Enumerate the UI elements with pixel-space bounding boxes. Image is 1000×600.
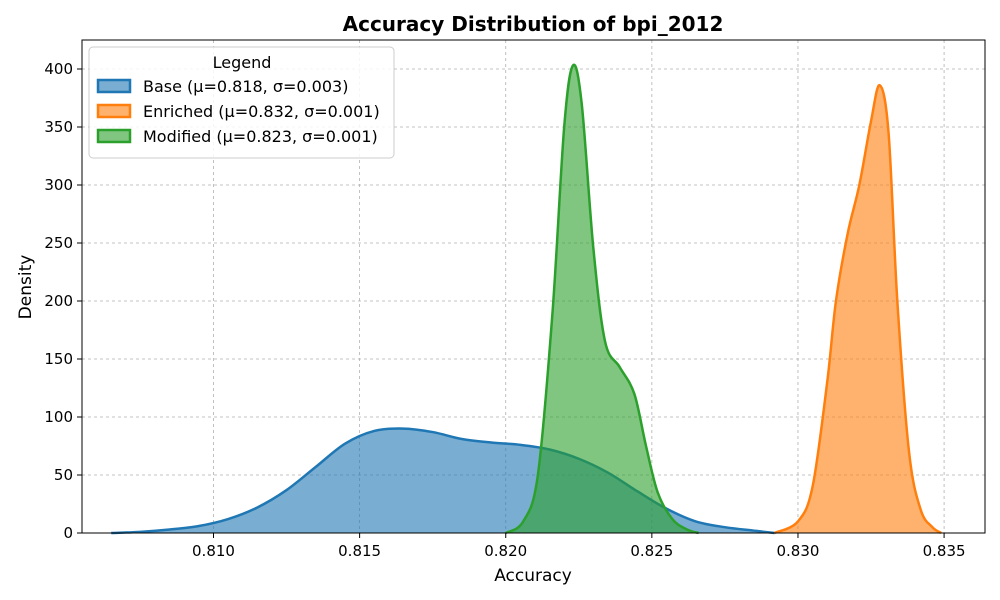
x-tick-label: 0.810	[192, 542, 235, 560]
x-axis-ticks: 0.810 0.815 0.820 0.825 0.830 0.835	[192, 533, 966, 560]
x-tick-label: 0.815	[338, 542, 381, 560]
series-2	[774, 83, 942, 535]
y-tick-label: 50	[54, 466, 73, 484]
legend: Legend Base (μ=0.818, σ=0.003) Enriched (…	[88, 46, 395, 159]
legend-label: Base (μ=0.818, σ=0.003)	[143, 77, 348, 96]
y-tick-label: 100	[44, 408, 73, 426]
legend-title: Legend	[213, 53, 272, 72]
legend-items: Base (μ=0.818, σ=0.003) Enriched (μ=0.832…	[96, 77, 380, 146]
series-area	[111, 428, 775, 533]
legend-item: Base (μ=0.818, σ=0.003)	[96, 77, 348, 96]
x-tick-label: 0.835	[923, 542, 966, 560]
series-line	[111, 427, 775, 535]
y-tick-label: 0	[63, 524, 73, 542]
series-line	[774, 83, 942, 535]
chart-title: Accuracy Distribution of bpi_2012	[343, 12, 724, 36]
x-tick-label: 0.820	[484, 542, 527, 560]
legend-label: Enriched (μ=0.832, σ=0.001)	[143, 102, 380, 121]
y-tick-label: 250	[44, 234, 73, 252]
y-axis-ticks: 0 50 100 150 200 250 300 350 400	[44, 60, 82, 542]
legend-item: Modified (μ=0.823, σ=0.001)	[96, 127, 378, 146]
series-layer	[111, 63, 942, 535]
x-tick-label: 0.830	[776, 542, 819, 560]
series-area	[774, 85, 942, 534]
y-tick-label: 350	[44, 118, 73, 136]
series-3	[505, 63, 699, 535]
y-tick-label: 400	[44, 60, 73, 78]
series-1	[111, 427, 775, 535]
legend-swatch	[96, 103, 132, 119]
series-line	[505, 63, 699, 535]
y-tick-label: 150	[44, 350, 73, 368]
y-tick-label: 300	[44, 176, 73, 194]
plot-frame	[81, 39, 986, 534]
y-axis-label: Density	[16, 255, 36, 320]
legend-box	[88, 46, 395, 159]
legend-swatch	[96, 128, 132, 144]
series-area	[505, 64, 699, 534]
legend-label: Modified (μ=0.823, σ=0.001)	[143, 127, 378, 146]
x-tick-label: 0.825	[630, 542, 673, 560]
x-axis-label: Accuracy	[494, 566, 572, 586]
y-tick-label: 200	[44, 292, 73, 310]
legend-item: Enriched (μ=0.832, σ=0.001)	[96, 102, 380, 121]
legend-swatch	[96, 78, 132, 94]
